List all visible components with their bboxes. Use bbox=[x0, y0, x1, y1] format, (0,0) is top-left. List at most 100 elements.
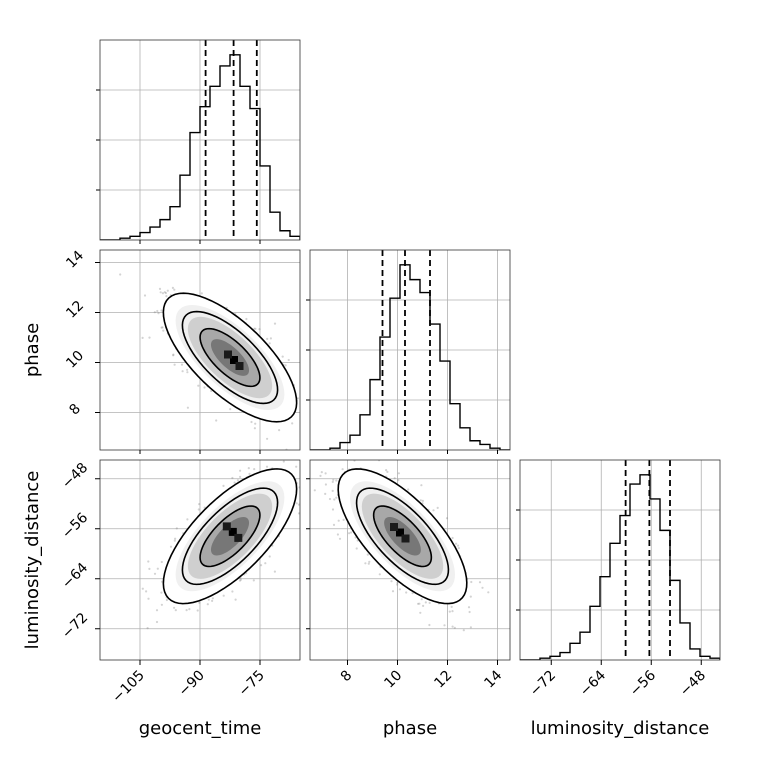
sample-point bbox=[173, 363, 176, 366]
sample-point bbox=[487, 591, 490, 594]
sample-point bbox=[411, 592, 414, 595]
sample-point bbox=[428, 623, 431, 627]
y-tick-label-luminosity_distance: −72 bbox=[59, 610, 91, 642]
sample-point bbox=[231, 476, 234, 480]
histogram-geocent_time bbox=[100, 54, 300, 240]
sample-point bbox=[186, 371, 189, 374]
sample-point bbox=[264, 562, 267, 565]
sample-point bbox=[206, 603, 209, 606]
density-peak-cell bbox=[396, 528, 404, 537]
sample-point bbox=[418, 602, 421, 605]
histogram-panel-luminosity_distance bbox=[520, 460, 720, 660]
sample-point bbox=[364, 562, 367, 565]
sample-point bbox=[165, 598, 168, 602]
sample-point bbox=[156, 309, 159, 313]
sample-point bbox=[174, 609, 177, 612]
x-axis-label-phase: phase bbox=[383, 718, 437, 739]
sample-point bbox=[153, 572, 157, 575]
sample-point bbox=[252, 579, 255, 582]
sample-point bbox=[234, 598, 237, 601]
sample-point bbox=[188, 608, 191, 611]
sample-point bbox=[163, 291, 166, 294]
sample-point bbox=[273, 570, 276, 573]
sample-point bbox=[155, 609, 159, 612]
sample-point bbox=[248, 472, 251, 475]
sample-point bbox=[162, 329, 165, 332]
sample-point bbox=[420, 484, 423, 487]
sample-point bbox=[203, 386, 206, 389]
sample-point bbox=[424, 601, 427, 604]
x-axis-label-luminosity_distance: luminosity_distance bbox=[531, 718, 710, 739]
sample-point bbox=[161, 326, 164, 329]
y-tick-label-phase: 14 bbox=[63, 248, 87, 272]
sample-point bbox=[159, 291, 162, 294]
sample-point bbox=[169, 545, 173, 548]
x-tick-label-geocent_time: −75 bbox=[236, 668, 268, 700]
contour-1 bbox=[162, 292, 298, 423]
density-peak-cell bbox=[401, 534, 410, 543]
y-tick-label-luminosity_distance: −56 bbox=[59, 510, 91, 542]
joint-panel-geocent_time-luminosity_distance bbox=[100, 457, 309, 660]
contour-3 bbox=[199, 505, 261, 568]
sample-point bbox=[141, 336, 144, 339]
sample-point bbox=[266, 337, 269, 340]
sample-point bbox=[253, 468, 256, 471]
sample-point bbox=[197, 508, 200, 511]
sample-point bbox=[313, 489, 316, 492]
y-axis-label-phase: phase bbox=[22, 323, 43, 377]
sample-point bbox=[215, 419, 218, 422]
x-tick-label-luminosity_distance: −72 bbox=[527, 668, 559, 700]
sample-point bbox=[253, 427, 256, 430]
sample-point bbox=[332, 478, 335, 481]
density-level-5 bbox=[210, 517, 250, 556]
contour-1 bbox=[162, 468, 298, 605]
sample-point bbox=[265, 465, 269, 468]
panel-frame bbox=[309, 249, 511, 451]
x-tick-label-luminosity_distance: −48 bbox=[677, 668, 709, 700]
density-peak-cell bbox=[390, 523, 398, 531]
contour-3 bbox=[372, 505, 433, 568]
sample-point bbox=[155, 620, 159, 624]
sample-point bbox=[335, 455, 337, 457]
sample-point bbox=[157, 312, 160, 315]
sample-point bbox=[350, 531, 353, 534]
x-tick-label-phase: 10 bbox=[381, 668, 405, 692]
sample-point bbox=[156, 567, 159, 570]
sample-point bbox=[211, 599, 214, 603]
sample-point bbox=[247, 467, 250, 470]
sample-point bbox=[421, 499, 424, 502]
sample-point bbox=[285, 457, 287, 459]
sample-point bbox=[432, 509, 435, 512]
sample-point bbox=[165, 295, 168, 298]
sample-point bbox=[422, 604, 425, 608]
sample-point bbox=[287, 358, 290, 362]
sample-point bbox=[278, 429, 281, 432]
sample-point bbox=[470, 580, 473, 584]
sample-point bbox=[319, 474, 322, 477]
sample-point bbox=[239, 475, 242, 478]
sample-point bbox=[295, 502, 298, 505]
sample-point bbox=[355, 547, 358, 550]
histogram-panel-geocent_time bbox=[100, 40, 300, 240]
sample-point bbox=[160, 309, 163, 312]
y-tick-label-phase: 10 bbox=[63, 348, 87, 372]
sample-point bbox=[146, 627, 149, 630]
sample-point bbox=[428, 601, 431, 605]
sample-point bbox=[173, 606, 176, 609]
sample-point bbox=[448, 610, 451, 613]
sample-point bbox=[172, 354, 175, 357]
sample-point bbox=[332, 523, 336, 527]
sample-point bbox=[341, 468, 344, 471]
x-axis-label-geocent_time: geocent_time bbox=[139, 718, 262, 739]
histogram-phase bbox=[310, 264, 510, 450]
sample-point bbox=[453, 626, 456, 630]
sample-point bbox=[368, 560, 371, 563]
y-tick-label-luminosity_distance: −48 bbox=[59, 460, 91, 492]
sample-point bbox=[307, 457, 309, 459]
sample-point bbox=[148, 336, 151, 339]
sample-point bbox=[307, 495, 309, 497]
sample-point bbox=[338, 537, 342, 540]
sample-point bbox=[197, 384, 200, 387]
sample-point bbox=[260, 564, 263, 567]
